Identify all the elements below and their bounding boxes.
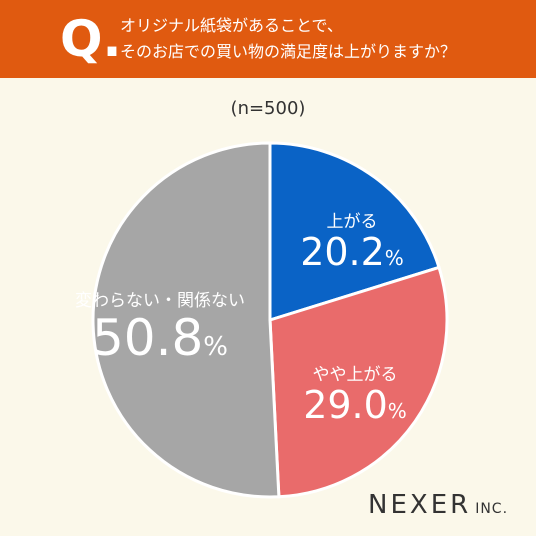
question-text: オリジナル紙袋があることで、 そのお店での買い物の満足度は上がりますか？ xyxy=(120,13,520,65)
slice-name: 上がる xyxy=(326,212,378,232)
question-line-2: そのお店での買い物の満足度は上がりますか？ xyxy=(120,42,457,61)
slice-label-up: 上がる 20.2% xyxy=(292,207,412,274)
slice-name: やや上がる xyxy=(312,365,398,385)
slice-value: 50.8% xyxy=(91,309,229,367)
sample-size-label: (n=500) xyxy=(230,98,306,119)
slice-label-slightly-up: やや上がる 29.0% xyxy=(290,360,420,427)
slice-name: 変わらない・関係ない xyxy=(75,291,245,311)
slice-value: 20.2% xyxy=(300,230,404,274)
pie-slice-slightly-up xyxy=(268,265,449,499)
slice-label-unchanged: 変わらない・関係ない 50.8% xyxy=(55,286,265,366)
slice-value: 29.0% xyxy=(303,383,407,427)
question-header: Q. オリジナル紙袋があることで、 そのお店での買い物の満足度は上がりますか？ xyxy=(0,0,536,78)
q-mark: Q. xyxy=(60,10,122,68)
question-line-1: オリジナル紙袋があることで、 xyxy=(120,16,343,35)
nexer-logo: NEXER INC. xyxy=(368,490,509,520)
pie-slice-unchanged xyxy=(91,141,281,499)
pie-slice-up xyxy=(268,141,441,323)
